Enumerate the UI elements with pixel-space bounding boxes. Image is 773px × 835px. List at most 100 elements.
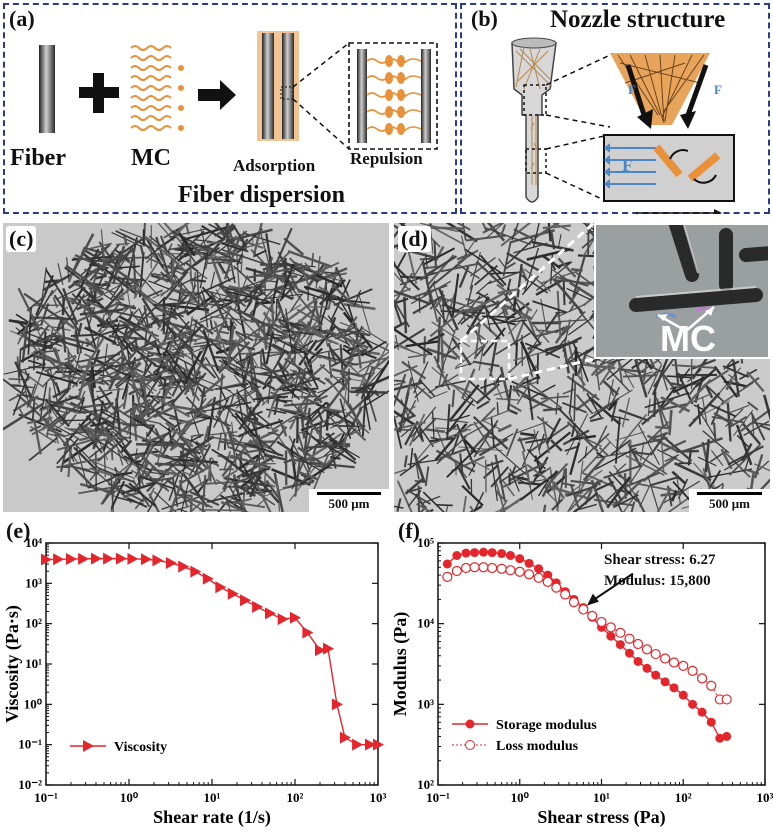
inset-mc-label: MC [660,318,716,359]
scale-bar-d: 500 μm [689,489,770,512]
data-point [668,657,680,668]
y-tick-label: 10² [417,777,434,792]
zoom-indicator-d [459,223,595,381]
data-point [478,547,488,557]
data-point [352,738,364,751]
fiber-texture [3,223,389,512]
data-point [605,622,616,633]
data-point [642,663,652,673]
data-point [277,613,289,626]
viscosity-chart: 10⁻¹ 10⁰ 10¹ 10² 10³10⁻²10⁻¹10⁰10¹10²10³10⁴S… [2,535,387,828]
data-point [722,731,732,741]
panel-a-label: (a) [9,6,35,31]
data-point [364,738,376,751]
x-tick-label: 10⁰ [511,790,530,805]
modulus-chart: 10⁻¹ 10⁰ 10¹ 10² 10³ 10² 10³ 10⁴ 10⁵ Shear stress… [390,535,773,828]
panel-a-schematic [39,31,438,150]
data-point [127,552,139,565]
data-point [470,548,480,558]
data-point [323,642,335,655]
panel-f-label: (f) [398,518,420,543]
x-tick-label: 10¹ [593,790,610,805]
data-point [451,565,462,577]
data-point [90,552,102,565]
data-point [190,565,202,578]
force-label-1: F [628,82,636,97]
data-point [651,670,661,680]
panel-b-label: (b) [471,6,498,31]
data-point [523,569,535,580]
data-point [53,553,65,566]
scale-bar-d-text: 500 μm [709,496,750,511]
panel-b-schematic [511,37,735,214]
legend-marker [465,719,475,729]
data-point [551,582,562,593]
data-point [633,656,643,666]
x-tick-label: 10³ [757,790,773,805]
coated-fiber-icon [262,33,274,139]
x-tick-label: 10⁻¹ [34,790,58,805]
panel-d-label: (d) [398,226,431,252]
data-point [41,553,52,566]
y-axis-title: Modulus (Pa) [390,612,411,717]
data-point [596,616,607,628]
y-tick-label: 10² [25,616,42,631]
data-point [534,564,544,574]
x-tick-label: 10⁻¹ [426,790,450,805]
panel-c-label: (c) [6,226,37,252]
data-point [533,572,544,583]
data-point [373,738,384,751]
data-point [227,587,239,600]
legend-marker [465,740,475,750]
panel-a-frame [3,3,457,214]
data-point [697,707,707,717]
data-point [515,554,525,564]
y-tick-label: 10⁴ [25,535,42,550]
data-point [265,607,277,620]
fiber-dispersion-caption: Fiber dispersion [178,182,345,208]
data-point [715,733,725,743]
data-point [452,550,462,560]
data-point [660,653,671,664]
annotation-arrow [590,572,634,603]
repulsion-label: Repulsion [350,149,423,168]
data-point [103,552,115,565]
data-point [115,552,127,565]
nozzle-cone-zoom [610,53,710,125]
data-point [514,566,525,577]
adsorption-label: Adsorption [233,156,316,175]
data-point [331,698,343,711]
data-point [65,553,77,566]
y-tick-label: 10¹ [25,656,42,671]
data-point [478,562,489,573]
x-axis-title: Shear stress (Pa) [537,807,665,828]
mc-label: MC [131,145,171,171]
fiber-texture [394,223,770,512]
force-label-3: F [622,155,633,175]
y-tick-label: 10⁻¹ [18,737,42,752]
panel-b-frame [460,3,770,214]
y-tick-label: 10⁻² [18,777,42,792]
data-point [632,638,644,650]
right-arrow-icon [198,80,236,110]
data-point [215,581,227,594]
data-point [496,563,507,574]
data-point [461,548,471,558]
data-point [688,699,698,709]
fiber-label: Fiber [10,145,66,171]
data-point [615,640,625,650]
data-point [560,589,571,600]
nozzle-structure-title: Nozzle structure [550,6,726,33]
data-point [487,562,498,574]
data-point [578,604,589,615]
legend-label: Storage modulus [496,718,597,733]
force-label-2: F [714,82,722,97]
data-point [606,631,616,641]
x-tick-label: 10¹ [204,790,221,805]
data-point [587,610,598,621]
data-point [339,731,351,744]
data-point [706,717,716,727]
data-point [624,648,634,658]
data-point [624,633,635,644]
data-point [314,644,326,657]
